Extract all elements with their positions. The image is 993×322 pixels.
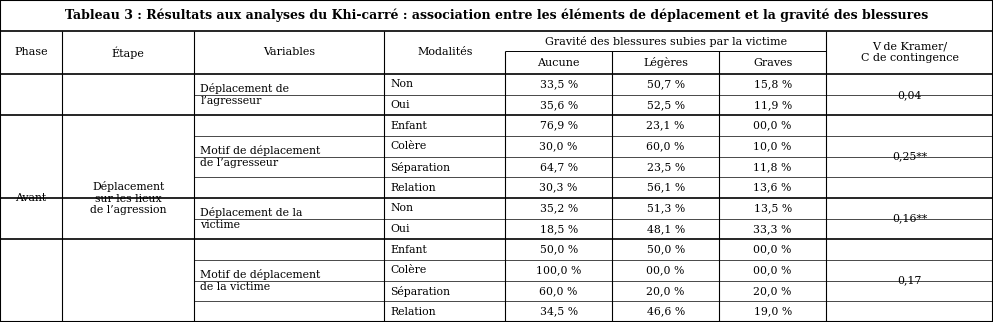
Text: 0,25**: 0,25** <box>892 152 927 162</box>
Text: Séparation: Séparation <box>390 162 450 173</box>
Text: V de Kramer/
C de contingence: V de Kramer/ C de contingence <box>861 42 958 63</box>
Text: 50,0 %: 50,0 % <box>539 245 578 255</box>
Text: 15,8 %: 15,8 % <box>754 80 791 90</box>
Text: Variables: Variables <box>263 47 316 57</box>
Text: Enfant: Enfant <box>390 121 427 131</box>
Text: Motif de déplacement
de la victime: Motif de déplacement de la victime <box>201 270 321 292</box>
Text: Non: Non <box>390 204 413 213</box>
Text: 30,3 %: 30,3 % <box>539 183 578 193</box>
Text: 51,3 %: 51,3 % <box>646 204 685 213</box>
Text: 13,6 %: 13,6 % <box>754 183 791 193</box>
Text: Colère: Colère <box>390 265 427 275</box>
Text: 33,5 %: 33,5 % <box>539 80 578 90</box>
Text: 64,7 %: 64,7 % <box>539 162 578 172</box>
Text: 34,5 %: 34,5 % <box>539 307 578 317</box>
Text: Déplacement
sur les lieux
de l’agression: Déplacement sur les lieux de l’agression <box>90 181 167 215</box>
Text: 23,1 %: 23,1 % <box>646 121 685 131</box>
Text: 60,0 %: 60,0 % <box>539 286 578 296</box>
Text: 35,6 %: 35,6 % <box>539 100 578 110</box>
Text: 11,9 %: 11,9 % <box>754 100 791 110</box>
Text: Avant: Avant <box>16 193 47 203</box>
Text: Relation: Relation <box>390 307 436 317</box>
Text: Déplacement de
l’agresseur: Déplacement de l’agresseur <box>201 83 289 106</box>
Text: 30,0 %: 30,0 % <box>539 141 578 151</box>
Text: 0,16**: 0,16** <box>892 214 927 224</box>
Text: Aucune: Aucune <box>537 58 580 68</box>
Text: 19,0 %: 19,0 % <box>754 307 791 317</box>
Text: Oui: Oui <box>390 100 410 110</box>
Text: 13,5 %: 13,5 % <box>754 204 791 213</box>
Text: 50,7 %: 50,7 % <box>646 80 685 90</box>
Text: 60,0 %: 60,0 % <box>646 141 685 151</box>
Text: Colère: Colère <box>390 141 427 151</box>
Text: Motif de déplacement
de l’agresseur: Motif de déplacement de l’agresseur <box>201 146 321 168</box>
Text: Gravité des blessures subies par la victime: Gravité des blessures subies par la vict… <box>544 35 786 46</box>
Text: 0,17: 0,17 <box>898 276 922 286</box>
Text: Oui: Oui <box>390 224 410 234</box>
Text: 18,5 %: 18,5 % <box>539 224 578 234</box>
Text: 35,2 %: 35,2 % <box>539 204 578 213</box>
Text: 100,0 %: 100,0 % <box>536 265 581 275</box>
Text: Légères: Légères <box>643 57 688 68</box>
Text: 76,9 %: 76,9 % <box>539 121 578 131</box>
Text: 23,5 %: 23,5 % <box>646 162 685 172</box>
Text: Non: Non <box>390 80 413 90</box>
Text: Tableau 3 : Résultats aux analyses du Khi-carré : association entre les éléments: Tableau 3 : Résultats aux analyses du Kh… <box>65 9 928 22</box>
Text: 10,0 %: 10,0 % <box>754 141 791 151</box>
Text: Séparation: Séparation <box>390 286 450 297</box>
Text: 11,8 %: 11,8 % <box>754 162 791 172</box>
Text: 20,0 %: 20,0 % <box>754 286 791 296</box>
Text: 56,1 %: 56,1 % <box>646 183 685 193</box>
Text: 52,5 %: 52,5 % <box>646 100 685 110</box>
Text: Modalités: Modalités <box>417 47 473 57</box>
Text: Enfant: Enfant <box>390 245 427 255</box>
Text: 50,0 %: 50,0 % <box>646 245 685 255</box>
Text: Graves: Graves <box>753 58 792 68</box>
Text: Phase: Phase <box>14 47 48 57</box>
Text: 48,1 %: 48,1 % <box>646 224 685 234</box>
Text: 00,0 %: 00,0 % <box>754 245 791 255</box>
Text: Déplacement de la
victime: Déplacement de la victime <box>201 207 303 230</box>
Text: 00,0 %: 00,0 % <box>754 121 791 131</box>
Text: 20,0 %: 20,0 % <box>646 286 685 296</box>
Text: 0,04: 0,04 <box>898 90 922 100</box>
Text: 00,0 %: 00,0 % <box>646 265 685 275</box>
Text: 46,6 %: 46,6 % <box>646 307 685 317</box>
Text: 00,0 %: 00,0 % <box>754 265 791 275</box>
Text: Étape: Étape <box>112 46 145 59</box>
Text: 33,3 %: 33,3 % <box>754 224 791 234</box>
Text: Relation: Relation <box>390 183 436 193</box>
